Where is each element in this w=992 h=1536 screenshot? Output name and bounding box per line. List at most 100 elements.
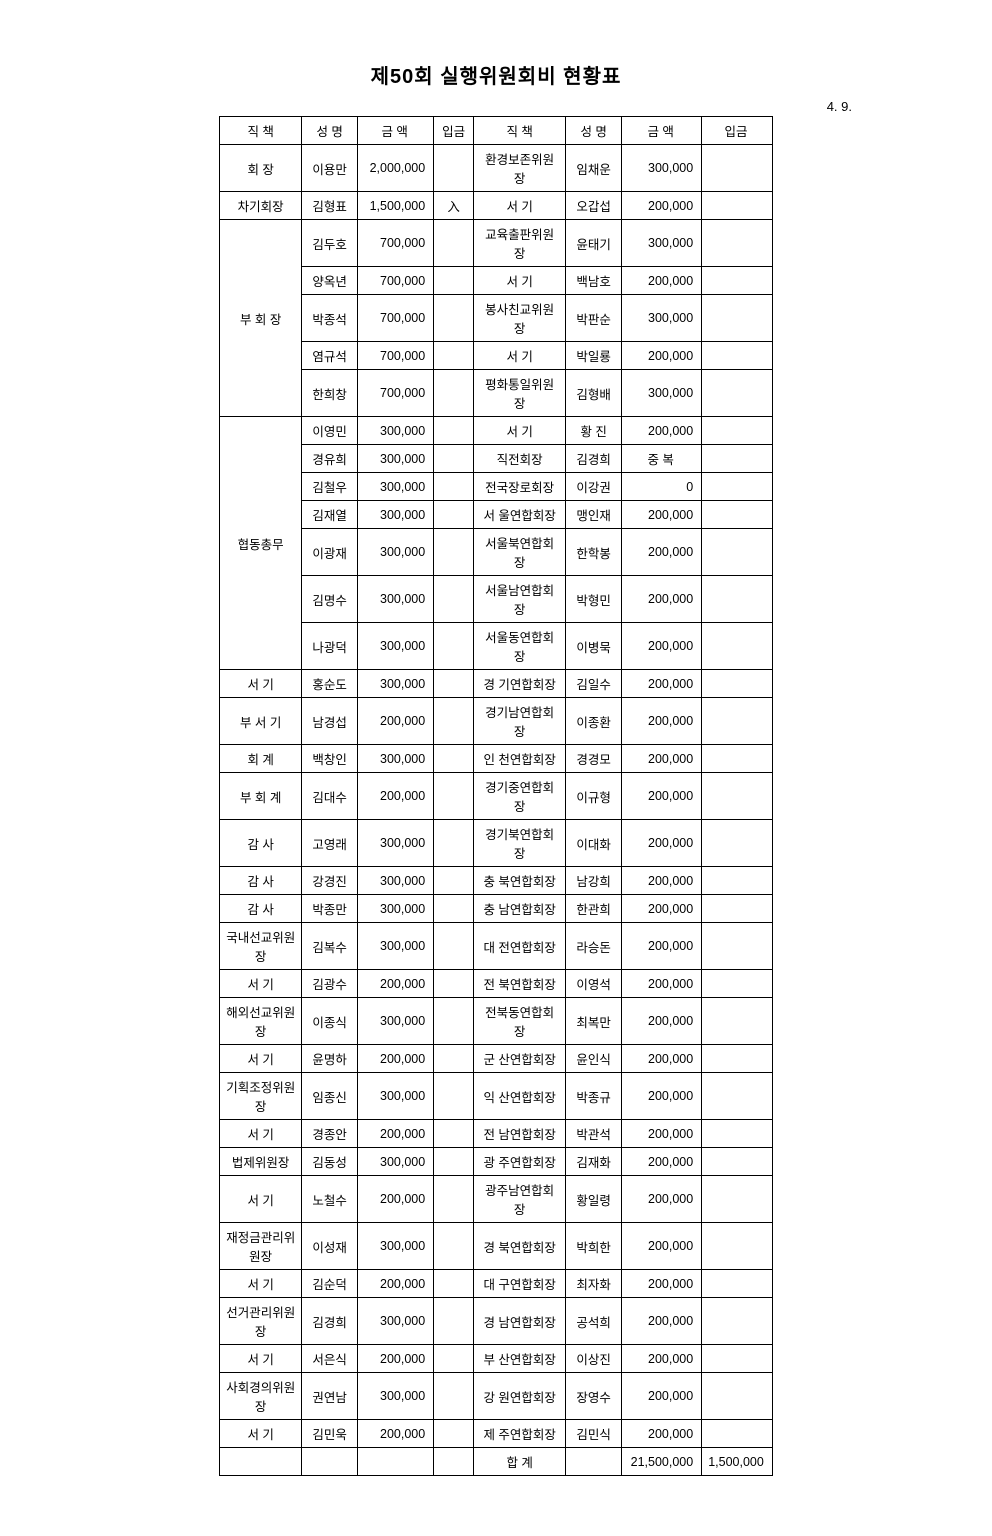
cell-position-right: 제 주연합회장 bbox=[474, 1420, 566, 1448]
cell-amount-left: 300,000 bbox=[358, 417, 434, 445]
cell-amount-right: 200,000 bbox=[622, 867, 702, 895]
cell-position-left: 기획조정위원장 bbox=[220, 1073, 302, 1120]
cell-amount-left: 300,000 bbox=[358, 623, 434, 670]
cell-deposit-left bbox=[434, 623, 474, 670]
cell-amount-left: 300,000 bbox=[358, 923, 434, 970]
cell-position-right: 대 전연합회장 bbox=[474, 923, 566, 970]
table-row: 서 기김순덕200,000대 구연합회장최자화200,000 bbox=[220, 1270, 773, 1298]
cell-deposit-left bbox=[434, 1120, 474, 1148]
cell-name-right: 황 진 bbox=[566, 417, 622, 445]
cell-name-left: 박종석 bbox=[302, 295, 358, 342]
cell-deposit-left: 入 bbox=[434, 192, 474, 220]
cell-position-right: 서울남연합회장 bbox=[474, 576, 566, 623]
cell-amount-left: 300,000 bbox=[358, 820, 434, 867]
cell-position-right: 전국장로회장 bbox=[474, 473, 566, 501]
cell-position-left: 감 사 bbox=[220, 867, 302, 895]
cell-amount-right: 200,000 bbox=[622, 267, 702, 295]
table-row: 이광재300,000서울북연합회장한학봉200,000 bbox=[220, 529, 773, 576]
cell-position-left: 회 장 bbox=[220, 145, 302, 192]
cell-name-left: 김순덕 bbox=[302, 1270, 358, 1298]
cell-name-right: 이종환 bbox=[566, 698, 622, 745]
table-row: 기획조정위원장임종신300,000익 산연합회장박종규200,000 bbox=[220, 1073, 773, 1120]
cell-amount-right: 200,000 bbox=[622, 1223, 702, 1270]
cell-amount-right: 200,000 bbox=[622, 923, 702, 970]
cell-deposit-right bbox=[702, 1223, 773, 1270]
cell-deposit-left bbox=[434, 445, 474, 473]
cell-deposit-left bbox=[434, 295, 474, 342]
cell-deposit-left bbox=[434, 820, 474, 867]
cell-position-right: 서울동연합회장 bbox=[474, 623, 566, 670]
cell-position-right: 환경보존위원장 bbox=[474, 145, 566, 192]
cell-deposit-left bbox=[434, 1045, 474, 1073]
cell-position-left: 재정금관리위원장 bbox=[220, 1223, 302, 1270]
table-row: 감 사박종만300,000충 남연합회장한관희200,000 bbox=[220, 895, 773, 923]
cell-position-right: 합 계 bbox=[474, 1448, 566, 1476]
cell-name-left: 나광덕 bbox=[302, 623, 358, 670]
cell-position-left: 서 기 bbox=[220, 1345, 302, 1373]
cell-name-right: 김경희 bbox=[566, 445, 622, 473]
cell-position-right: 충 남연합회장 bbox=[474, 895, 566, 923]
cell-deposit-right bbox=[702, 1270, 773, 1298]
cell-amount-right: 200,000 bbox=[622, 1120, 702, 1148]
cell-amount-right: 200,000 bbox=[622, 670, 702, 698]
table-row: 염규석700,000서 기박일룡200,000 bbox=[220, 342, 773, 370]
cell-name-right: 김형배 bbox=[566, 370, 622, 417]
cell-deposit-left bbox=[434, 698, 474, 745]
cell-amount-left: 300,000 bbox=[358, 670, 434, 698]
table-row: 감 사강경진300,000충 북연합회장남강희200,000 bbox=[220, 867, 773, 895]
cell-amount-left: 300,000 bbox=[358, 1373, 434, 1420]
cell-amount-left: 200,000 bbox=[358, 698, 434, 745]
table-row: 부 회 계김대수200,000경기중연합회장이규형200,000 bbox=[220, 773, 773, 820]
cell-name-right: 한학봉 bbox=[566, 529, 622, 576]
cell-name-right: 윤인식 bbox=[566, 1045, 622, 1073]
cell-amount-left: 200,000 bbox=[358, 1345, 434, 1373]
cell-deposit-left bbox=[434, 370, 474, 417]
cell-amount-right: 200,000 bbox=[622, 1073, 702, 1120]
cell-deposit-left bbox=[434, 773, 474, 820]
cell-amount-right: 200,000 bbox=[622, 1298, 702, 1345]
cell-deposit-right bbox=[702, 773, 773, 820]
cell-amount-left: 300,000 bbox=[358, 473, 434, 501]
cell-amount-left bbox=[358, 1448, 434, 1476]
cell-name-right: 라승돈 bbox=[566, 923, 622, 970]
cell-position-right: 군 산연합회장 bbox=[474, 1045, 566, 1073]
table-row: 법제위원장김동성300,000광 주연합회장김재화200,000 bbox=[220, 1148, 773, 1176]
cell-position-left: 부 회 장 bbox=[220, 220, 302, 417]
cell-position-right: 경 기연합회장 bbox=[474, 670, 566, 698]
cell-amount-right: 중 복 bbox=[622, 445, 702, 473]
table-row: 해외선교위원장이종식300,000전북동연합회장최복만200,000 bbox=[220, 998, 773, 1045]
cell-amount-right: 200,000 bbox=[622, 192, 702, 220]
cell-amount-right: 200,000 bbox=[622, 417, 702, 445]
header-deposit-right: 입금 bbox=[702, 117, 773, 145]
cell-deposit-left bbox=[434, 970, 474, 998]
cell-position-right: 경기중연합회장 bbox=[474, 773, 566, 820]
cell-name-left: 김대수 bbox=[302, 773, 358, 820]
cell-deposit-left bbox=[434, 1420, 474, 1448]
cell-name-right: 이대화 bbox=[566, 820, 622, 867]
cell-amount-right: 200,000 bbox=[622, 623, 702, 670]
cell-deposit-right bbox=[702, 267, 773, 295]
cell-position-right: 서 울연합회장 bbox=[474, 501, 566, 529]
cell-position-right: 교육출판위원장 bbox=[474, 220, 566, 267]
cell-deposit-left bbox=[434, 1223, 474, 1270]
cell-amount-left: 300,000 bbox=[358, 1073, 434, 1120]
cell-name-left: 이광재 bbox=[302, 529, 358, 576]
cell-name-right: 남강희 bbox=[566, 867, 622, 895]
cell-name-right: 김재화 bbox=[566, 1148, 622, 1176]
cell-name-right: 박종규 bbox=[566, 1073, 622, 1120]
cell-amount-left: 300,000 bbox=[358, 445, 434, 473]
cell-name-right: 백남호 bbox=[566, 267, 622, 295]
cell-name-left: 김두호 bbox=[302, 220, 358, 267]
cell-name-left: 권연남 bbox=[302, 1373, 358, 1420]
cell-deposit-right bbox=[702, 698, 773, 745]
cell-amount-left: 200,000 bbox=[358, 1176, 434, 1223]
cell-amount-right: 200,000 bbox=[622, 998, 702, 1045]
cell-deposit-right bbox=[702, 220, 773, 267]
cell-position-right: 경기북연합회장 bbox=[474, 820, 566, 867]
cell-position-left: 회 계 bbox=[220, 745, 302, 773]
cell-amount-left: 200,000 bbox=[358, 1270, 434, 1298]
cell-name-right: 이강권 bbox=[566, 473, 622, 501]
cell-name-right: 오갑섭 bbox=[566, 192, 622, 220]
cell-deposit-right bbox=[702, 501, 773, 529]
cell-deposit-right bbox=[702, 192, 773, 220]
